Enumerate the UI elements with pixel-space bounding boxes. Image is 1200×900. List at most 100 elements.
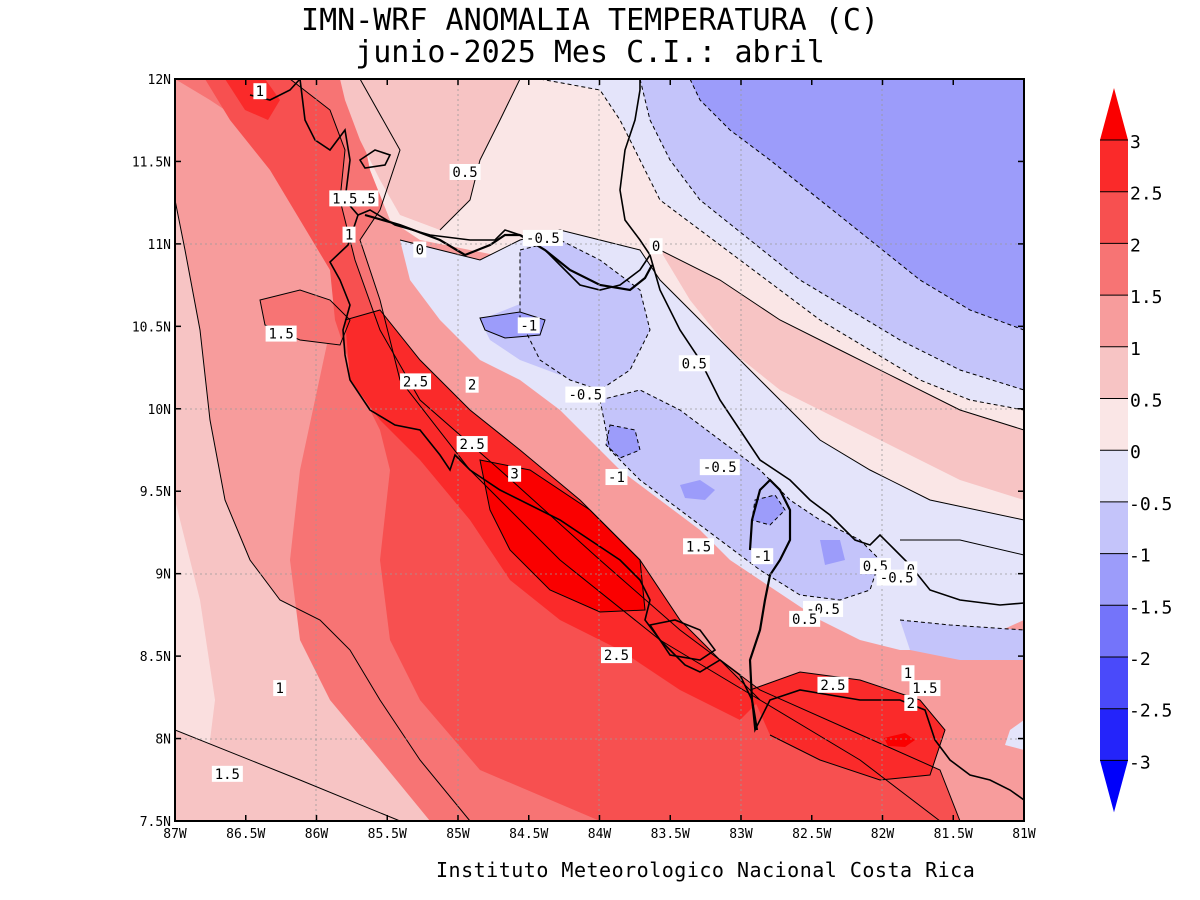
colorbar-top-arrow [1100, 88, 1128, 140]
contour-label: 1.5 [268, 327, 293, 343]
contour-label-box [265, 325, 297, 342]
colorbar-label: -1 [1129, 546, 1151, 567]
lat-tick-label: 11.5N [132, 155, 171, 170]
lon-tick-label: 83W [729, 827, 753, 842]
contour-label: 1 [256, 84, 264, 100]
contour-label-box [273, 680, 287, 697]
contour-label-box [522, 229, 563, 246]
contour-label: 0 [416, 242, 424, 258]
contour-label: -0.5 [568, 388, 602, 404]
lat-tick-label: 12N [148, 73, 171, 88]
contour-label-box [508, 465, 522, 482]
lat-tick-label: 9.5N [140, 485, 171, 500]
lon-tick-label: 81W [1012, 827, 1036, 842]
colorbar: 3 2.5 2 1.5 1 0.5 0 -0.5 -1 -1.5 -2 -2.5 -3 [1100, 88, 1172, 813]
lon-tick-label: 81.5W [934, 827, 973, 842]
contour-label-box [449, 163, 481, 180]
colorbar-swatch [1100, 140, 1128, 192]
contour-label-box [465, 376, 479, 393]
contour-label: 0.5 [452, 165, 477, 181]
contour-label-box [253, 83, 267, 100]
colorbar-swatch [1100, 295, 1128, 347]
contour-label-box [342, 226, 356, 243]
colorbar-swatch [1100, 605, 1128, 657]
contour-label-box [565, 386, 606, 403]
colorbar-swatch [1100, 346, 1128, 399]
contour-label-box [517, 317, 540, 334]
contour-label: 1.5 [686, 539, 711, 555]
contour-label: -0.5 [880, 571, 914, 587]
lon-tick-label: 82.5W [792, 827, 831, 842]
colorbar-bottom-arrow [1100, 760, 1128, 813]
colorbar-swatch [1100, 708, 1128, 761]
contour-label: 1 [275, 681, 283, 697]
lon-tick-label: 82W [871, 827, 895, 842]
colorbar-swatch [1100, 450, 1128, 502]
contour-label: -1 [754, 549, 771, 565]
lon-tick-label: 86.5W [226, 827, 265, 842]
colorbar-label: 1.5 [1130, 287, 1163, 308]
contour-label: 2 [468, 378, 476, 394]
contour-label-box [751, 548, 774, 565]
lat-tick-label: 7.5N [140, 815, 171, 830]
map-axes: 87W 86.5W 86W 85.5W 85W 84.5W 84W 83.5W 83W 82.5W… [132, 73, 1036, 842]
colorbar-swatch [1100, 243, 1128, 296]
colorbar-swatch [1100, 398, 1128, 451]
contour-label: -0.5 [526, 231, 560, 247]
lon-tick-label: 85W [446, 827, 470, 842]
contour-label: 1.5 [332, 191, 357, 207]
colorbar-swatch [1100, 657, 1128, 709]
contour-label: 0.5 [792, 612, 817, 628]
contour-label: 0.5 [682, 356, 707, 372]
figure-title-line-1: IMN-WRF ANOMALIA TEMPERATURA (C) [301, 3, 879, 38]
contour-label: 2.5 [604, 648, 629, 664]
contour-lines [175, 79, 1024, 821]
colorbar-label: 3 [1130, 132, 1141, 153]
contour-label: -0.5 [703, 460, 737, 476]
contour-label-box [600, 647, 632, 664]
lon-tick-label: 86W [305, 827, 329, 842]
lat-tick-label: 9N [155, 568, 171, 583]
colorbar-label: 0 [1130, 442, 1141, 463]
contour-label-box [904, 694, 918, 711]
contour-label-box [605, 469, 628, 486]
contour-label-box [909, 680, 941, 697]
contour-label-box [329, 190, 361, 207]
colorbar-label: -2.5 [1129, 701, 1172, 722]
anomaly-field [175, 79, 1024, 821]
contour-label-box [211, 765, 243, 782]
lat-tick-label: 8.5N [140, 650, 171, 665]
colorbar-label: 0.5 [1130, 391, 1163, 412]
contour-label-box [356, 190, 379, 207]
colorbar-label: -1.5 [1129, 597, 1172, 618]
colorbar-swatch [1100, 501, 1128, 554]
contour-label: 2.5 [820, 678, 845, 694]
contour-label: 2.5 [403, 374, 428, 390]
contour-label: 2 [907, 696, 915, 712]
contour-label: 1.5 [912, 681, 937, 697]
country-borders [364, 213, 792, 731]
contour-label: 2.5 [460, 437, 485, 453]
colorbar-label: -0.5 [1129, 494, 1172, 515]
lon-tick-label: 84W [588, 827, 612, 842]
lat-tick-label: 8N [155, 733, 171, 748]
contour-label-box [413, 241, 427, 258]
contour-label-box [817, 676, 849, 693]
lat-tick-label: 11N [148, 238, 171, 253]
lon-tick-label: 87W [163, 827, 187, 842]
colorbar-label: 1 [1130, 339, 1141, 360]
lat-tick-label: 10.5N [132, 320, 171, 335]
contour-label-box [678, 355, 710, 372]
colorbar-label: -3 [1129, 752, 1151, 773]
lon-tick-label: 84.5W [509, 827, 548, 842]
contour-label-box [789, 610, 821, 627]
lon-tick-label: 83.5W [651, 827, 690, 842]
colorbar-label: -2 [1129, 649, 1151, 670]
contour-label: 1 [904, 666, 912, 682]
colorbar-swatch [1100, 191, 1128, 244]
contour-label-box [876, 569, 917, 586]
contour-label-box [683, 538, 715, 555]
contour-label: .5 [359, 191, 376, 207]
